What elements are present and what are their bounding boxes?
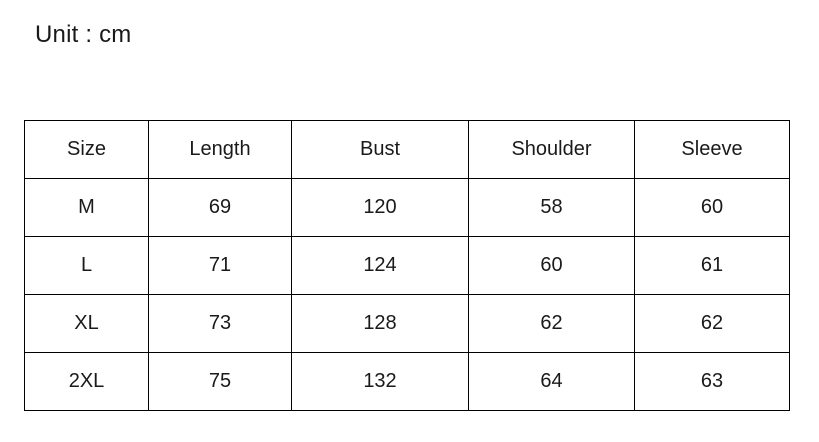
size-chart-table: Size Length Bust Shoulder Sleeve M 69 12…: [24, 120, 790, 411]
table-row-l: L 71 124 60 61: [24, 236, 790, 295]
column-header-length: Length: [148, 120, 292, 179]
cell-shoulder: 58: [468, 178, 635, 237]
cell-shoulder: 64: [468, 352, 635, 411]
unit-label: Unit : cm: [35, 21, 132, 48]
cell-sleeve: 62: [634, 294, 790, 353]
table-row-2xl: 2XL 75 132 64 63: [24, 352, 790, 411]
cell-length: 75: [148, 352, 292, 411]
cell-bust: 120: [291, 178, 469, 237]
cell-shoulder: 62: [468, 294, 635, 353]
cell-bust: 124: [291, 236, 469, 295]
column-header-sleeve: Sleeve: [634, 120, 790, 179]
cell-length: 73: [148, 294, 292, 353]
column-header-size: Size: [24, 120, 149, 179]
cell-shoulder: 60: [468, 236, 635, 295]
cell-size: M: [24, 178, 149, 237]
cell-bust: 132: [291, 352, 469, 411]
column-header-shoulder: Shoulder: [468, 120, 635, 179]
cell-bust: 128: [291, 294, 469, 353]
cell-size: L: [24, 236, 149, 295]
header-row: Size Length Bust Shoulder Sleeve: [24, 120, 790, 179]
cell-sleeve: 61: [634, 236, 790, 295]
table-row-m: M 69 120 58 60: [24, 178, 790, 237]
cell-sleeve: 60: [634, 178, 790, 237]
cell-size: XL: [24, 294, 149, 353]
cell-length: 69: [148, 178, 292, 237]
cell-size: 2XL: [24, 352, 149, 411]
cell-length: 71: [148, 236, 292, 295]
cell-sleeve: 63: [634, 352, 790, 411]
table-row-xl: XL 73 128 62 62: [24, 294, 790, 353]
column-header-bust: Bust: [291, 120, 469, 179]
